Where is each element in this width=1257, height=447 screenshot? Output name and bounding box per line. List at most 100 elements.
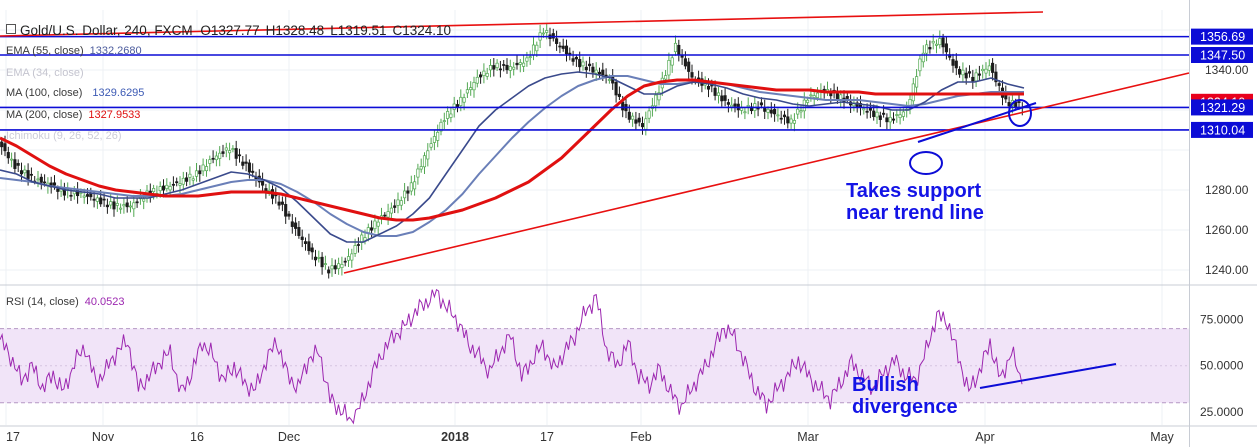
candle-body xyxy=(730,104,734,108)
candle-body xyxy=(558,45,562,48)
candle-body xyxy=(535,44,539,52)
legend-rsi[interactable]: RSI (14, close) 40.0523 xyxy=(6,296,125,308)
candle-body xyxy=(809,94,813,97)
candle-body xyxy=(921,52,925,63)
candle-body xyxy=(872,110,876,117)
candle-body xyxy=(505,64,509,71)
candle-body xyxy=(69,194,73,197)
candle-body xyxy=(518,62,522,65)
candle-body xyxy=(683,58,687,67)
candle-body xyxy=(19,170,24,175)
candle-body xyxy=(350,253,354,261)
symbol-header: Gold/U.S. Dollar, 240, FXCM O1327.77 H132… xyxy=(6,23,457,38)
candle-body xyxy=(231,148,235,150)
candle-body xyxy=(515,62,519,66)
time-tick-label: 16 xyxy=(190,430,204,444)
candle-body xyxy=(746,105,750,107)
legend-ma100[interactable]: MA (100, close) 1329.6295 xyxy=(6,87,144,99)
candle-body xyxy=(697,77,701,80)
candle-body xyxy=(353,245,357,254)
candle-body xyxy=(644,118,648,130)
candle-body xyxy=(541,32,545,35)
candle-body xyxy=(839,94,843,100)
rsi-line xyxy=(0,288,1023,425)
candle-body xyxy=(3,143,7,152)
candle-body xyxy=(925,44,929,54)
candle-body xyxy=(958,68,962,75)
price-tag-label: 1321.29 xyxy=(1200,101,1245,115)
legend-ema55-label: EMA (55, close) xyxy=(6,45,84,57)
candle-body xyxy=(667,60,671,76)
candle-body xyxy=(409,182,413,192)
candle-body xyxy=(399,200,403,206)
time-tick-label: 17 xyxy=(6,430,20,444)
candle-body xyxy=(406,190,410,194)
candle-body xyxy=(161,185,166,191)
candle-body xyxy=(208,159,212,164)
candle-body xyxy=(773,109,777,115)
candle-body xyxy=(631,115,635,120)
candle-body xyxy=(934,43,939,46)
legend-ema34[interactable]: EMA (34, close) xyxy=(6,67,84,79)
time-tick-label: May xyxy=(1150,430,1174,444)
candle-body xyxy=(23,169,27,174)
candle-body xyxy=(918,58,922,72)
candle-body xyxy=(92,198,96,201)
candle-body xyxy=(555,38,559,44)
candle-body xyxy=(290,221,294,227)
candle-body xyxy=(396,199,400,206)
candle-body xyxy=(327,269,331,274)
legend-ema55[interactable]: EMA (55, close) 1332.2680 xyxy=(6,45,142,57)
candle-body xyxy=(95,197,99,202)
candle-body xyxy=(389,207,393,214)
candle-body xyxy=(244,161,248,164)
candle-body xyxy=(759,102,763,106)
candle-body xyxy=(128,205,133,208)
candle-body xyxy=(191,178,195,181)
candle-body xyxy=(370,227,374,231)
candle-body xyxy=(333,265,337,270)
candle-body xyxy=(951,59,955,66)
candle-body xyxy=(479,74,483,78)
candle-body xyxy=(531,44,536,56)
candle-body xyxy=(10,158,14,161)
support-ellipse-2 xyxy=(1008,99,1032,127)
candle-body xyxy=(234,148,238,159)
time-tick-label: 17 xyxy=(540,430,554,444)
legend-ma100-label: MA (100, close) xyxy=(6,87,83,99)
candle-body xyxy=(637,117,641,123)
candle-body xyxy=(343,260,347,263)
legend-ichimoku[interactable]: Ichimoku (9, 26, 52, 26) xyxy=(6,130,122,142)
candle-body xyxy=(317,257,321,259)
candle-body xyxy=(426,150,430,160)
candle-body xyxy=(251,170,255,173)
candle-body xyxy=(346,256,351,261)
candle-body xyxy=(687,61,691,72)
candle-body xyxy=(218,152,222,159)
candle-body xyxy=(429,143,433,148)
candle-body xyxy=(564,45,569,55)
candle-body xyxy=(591,66,595,73)
candle-body xyxy=(432,136,436,143)
candle-body xyxy=(224,147,228,151)
candle-body xyxy=(964,72,968,79)
candle-body xyxy=(614,81,618,96)
candle-body xyxy=(664,75,668,80)
candle-body xyxy=(237,154,242,157)
candle-body xyxy=(211,157,215,160)
candle-body xyxy=(488,65,493,71)
candle-body xyxy=(422,155,427,168)
candle-body xyxy=(52,182,57,186)
price-tick-label: 1280.00 xyxy=(1205,183,1249,197)
candle-body xyxy=(495,62,499,68)
collapse-toggle-icon[interactable] xyxy=(6,24,16,34)
candle-body xyxy=(621,101,625,111)
candle-body xyxy=(977,73,981,76)
candle-body xyxy=(439,121,443,132)
candle-body xyxy=(178,183,182,186)
legend-ma200[interactable]: MA (200, close) 1327.9533 xyxy=(6,109,140,121)
candle-body xyxy=(221,151,225,154)
candle-body xyxy=(885,117,889,123)
divergence-annotation-line2: divergence xyxy=(852,396,958,418)
